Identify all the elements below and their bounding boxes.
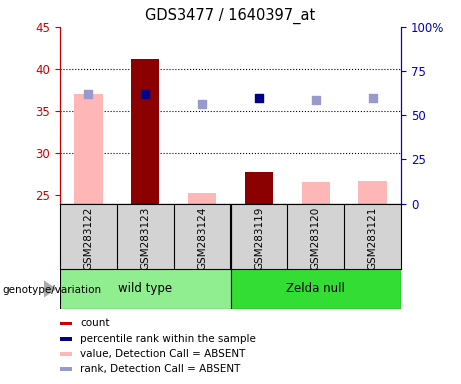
Bar (301, 182, 330, 204)
Bar (230, 269, 401, 309)
Point (369, 95, 376, 101)
Text: percentile rank within the sample: percentile rank within the sample (80, 334, 256, 344)
Point (85, 91, 92, 97)
Bar (60, 269, 230, 309)
Bar (74, 94, 102, 204)
Text: GSM283123: GSM283123 (140, 207, 150, 270)
Text: GSM283120: GSM283120 (311, 207, 321, 270)
Polygon shape (44, 280, 57, 298)
Bar (188, 193, 216, 204)
Text: genotype/variation: genotype/variation (2, 285, 101, 295)
Point (198, 101, 206, 108)
Point (312, 97, 319, 103)
Title: GDS3477 / 1640397_at: GDS3477 / 1640397_at (145, 8, 316, 24)
Text: GSM283119: GSM283119 (254, 207, 264, 270)
Text: GSM283121: GSM283121 (367, 207, 378, 270)
Point (142, 91, 149, 97)
Text: count: count (80, 318, 110, 328)
Text: value, Detection Call = ABSENT: value, Detection Call = ABSENT (80, 349, 246, 359)
Bar (60, 352, 72, 356)
Bar (245, 172, 273, 204)
Text: GSM283124: GSM283124 (197, 207, 207, 270)
Bar (60, 367, 72, 371)
Bar (131, 59, 160, 204)
Text: GSM283122: GSM283122 (83, 207, 94, 270)
Text: Zelda null: Zelda null (286, 283, 345, 295)
Point (255, 95, 263, 101)
Text: wild type: wild type (118, 283, 172, 295)
Bar (358, 181, 387, 204)
Bar (60, 337, 72, 341)
Bar (60, 321, 72, 325)
Text: rank, Detection Call = ABSENT: rank, Detection Call = ABSENT (80, 364, 241, 374)
